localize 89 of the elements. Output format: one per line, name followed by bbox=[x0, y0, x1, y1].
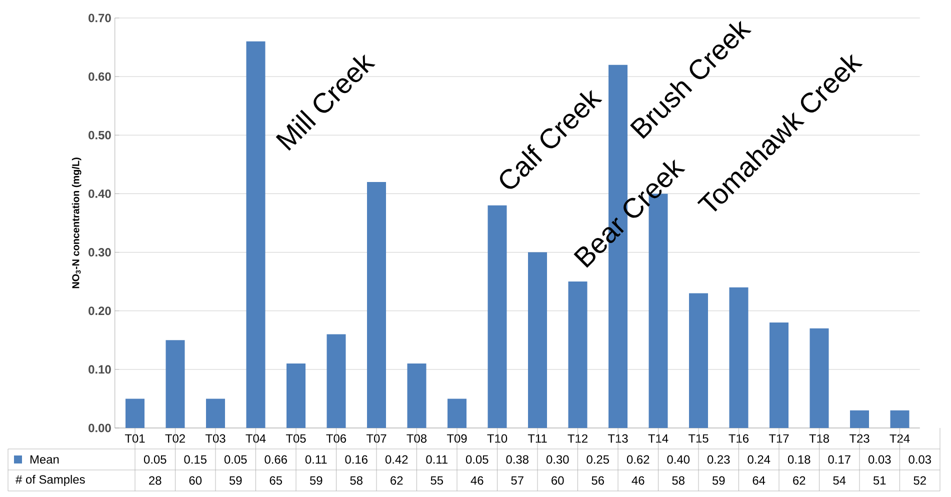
y-tick-label: 0.30 bbox=[88, 248, 111, 257]
text: 60 bbox=[189, 476, 202, 485]
y-tick-label: 0.20 bbox=[88, 306, 111, 316]
x-tick-label: T08 bbox=[406, 434, 427, 443]
text: 62 bbox=[793, 476, 806, 485]
data-label: 0.62 bbox=[626, 455, 650, 464]
text: 56 bbox=[592, 476, 604, 485]
data-label: 0.30 bbox=[546, 455, 569, 464]
x-tick-label: T16 bbox=[728, 434, 749, 443]
data-label: 0.18 bbox=[788, 455, 810, 464]
data-label: 0.66 bbox=[264, 455, 287, 464]
text: 52 bbox=[914, 476, 926, 485]
bar bbox=[126, 398, 145, 428]
bar bbox=[407, 364, 426, 428]
text: # of Samples bbox=[16, 474, 85, 486]
text: 57 bbox=[511, 476, 524, 485]
text: 46 bbox=[632, 476, 644, 485]
text: 28 bbox=[149, 476, 162, 485]
bar bbox=[448, 398, 467, 428]
data-label: 0.23 bbox=[707, 455, 730, 464]
text: 60 bbox=[552, 476, 564, 485]
bar bbox=[528, 252, 548, 428]
data-label: 0.11 bbox=[426, 455, 448, 464]
bar bbox=[689, 293, 708, 428]
bar bbox=[810, 328, 829, 428]
text: 54 bbox=[833, 476, 846, 485]
data-label: 0.03 bbox=[868, 455, 891, 464]
y-tick-label: 0.40 bbox=[88, 189, 111, 198]
x-tick-label: T01 bbox=[124, 434, 145, 443]
data-label: 0.15 bbox=[184, 455, 207, 464]
text: 65 bbox=[270, 476, 282, 485]
y-tick-label: 0.70 bbox=[88, 14, 111, 22]
x-tick-label: T12 bbox=[568, 434, 588, 443]
bar bbox=[770, 322, 789, 428]
data-label: 0.05 bbox=[144, 455, 166, 464]
x-tick-label: T14 bbox=[648, 434, 668, 443]
legend-label: Mean bbox=[30, 455, 59, 464]
x-tick-label: T05 bbox=[286, 434, 306, 443]
x-tick-label: T06 bbox=[326, 434, 346, 443]
text: 55 bbox=[430, 476, 444, 485]
text: 59 bbox=[712, 476, 725, 485]
x-tick-label: T04 bbox=[246, 434, 266, 443]
data-label: 0.03 bbox=[908, 455, 931, 464]
text: 62 bbox=[390, 476, 403, 485]
text: 46 bbox=[470, 476, 484, 485]
text: 59 bbox=[310, 476, 322, 485]
x-tick-label: T23 bbox=[849, 434, 870, 443]
y-tick-label: 0.60 bbox=[88, 72, 111, 81]
text: 51 bbox=[873, 476, 886, 485]
bar bbox=[166, 340, 185, 428]
bar bbox=[890, 410, 910, 428]
x-tick-label: T17 bbox=[768, 434, 789, 443]
data-label: 0.05 bbox=[466, 455, 488, 464]
text: 58 bbox=[350, 476, 363, 485]
data-label: 0.40 bbox=[667, 455, 690, 464]
bar bbox=[729, 287, 748, 428]
bar bbox=[568, 282, 588, 428]
y-tick-label: 0.10 bbox=[88, 365, 111, 374]
x-tick-label: T03 bbox=[205, 434, 226, 443]
data-label: 0.05 bbox=[224, 455, 247, 464]
data-label: 0.42 bbox=[385, 455, 408, 464]
x-tick-label: T09 bbox=[446, 434, 467, 443]
bar bbox=[326, 334, 346, 428]
x-tick-label: T02 bbox=[165, 434, 185, 443]
x-tick-label: T13 bbox=[608, 434, 628, 443]
text: 59 bbox=[229, 476, 242, 485]
x-tick-label: T07 bbox=[366, 434, 386, 443]
x-tick-label: T15 bbox=[688, 434, 708, 443]
text: 58 bbox=[672, 476, 684, 485]
data-label: 0.17 bbox=[828, 455, 850, 464]
data-label: 0.16 bbox=[345, 455, 368, 464]
data-label: 0.38 bbox=[506, 455, 528, 464]
x-tick-label: T24 bbox=[890, 434, 910, 443]
x-tick-label: T11 bbox=[528, 434, 547, 443]
x-tick-label: T10 bbox=[487, 434, 508, 443]
bar bbox=[367, 182, 386, 428]
y-tick-label: 0.50 bbox=[88, 130, 111, 140]
y-axis-title: NO$_{3}$-N concentration (mg/L) bbox=[72, 158, 82, 288]
data-label: 0.24 bbox=[748, 455, 770, 464]
x-tick-label: T18 bbox=[809, 434, 830, 443]
bar bbox=[488, 205, 507, 428]
bar bbox=[850, 410, 870, 428]
y-tick-label: 0.00 bbox=[88, 424, 111, 432]
bar bbox=[206, 398, 226, 428]
bar bbox=[246, 41, 266, 428]
bar bbox=[286, 364, 306, 428]
data-label: 0.11 bbox=[305, 455, 327, 464]
data-label: 0.25 bbox=[586, 455, 610, 464]
text: 64 bbox=[752, 476, 766, 485]
